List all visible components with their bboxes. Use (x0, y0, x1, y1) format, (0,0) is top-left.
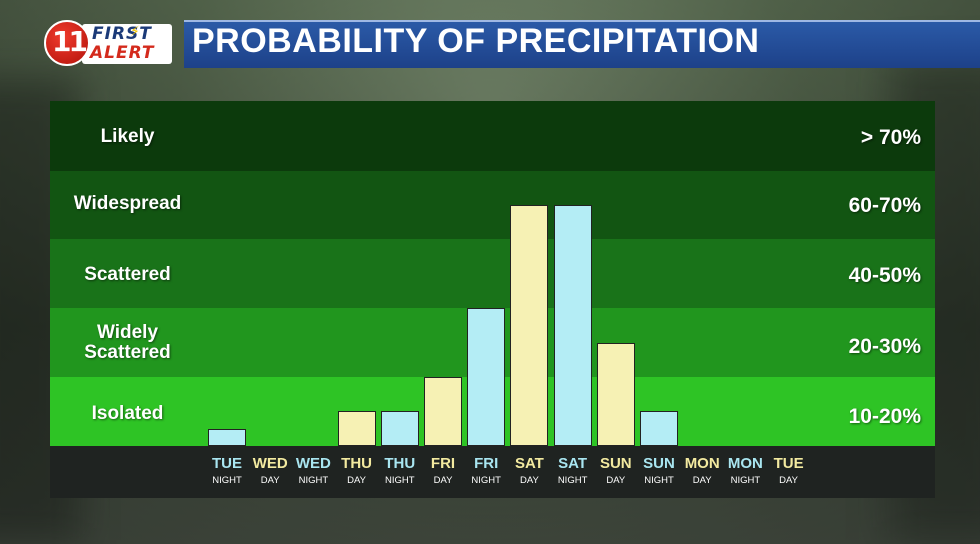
page-title: PROBABILITY OF PRECIPITATION (192, 22, 760, 60)
logo-circle (44, 20, 90, 66)
x-tick-sublabel: DAY (260, 475, 280, 486)
band-label-line-1: Widely (96, 322, 159, 343)
x-tick-label: SAT (558, 455, 588, 472)
station-logo: 11 FIRST ALERT ⚡ (44, 18, 174, 70)
title-bar (184, 20, 980, 68)
x-tick-label: MON (684, 455, 720, 472)
band-label-widely-scattered: Widely Scattered (50, 323, 205, 363)
band-range-isolated: 10-20% (848, 405, 921, 428)
band-label-likely: Likely (100, 126, 155, 147)
bar-sun-night (640, 411, 678, 446)
x-tick-sublabel: NIGHT (730, 475, 761, 486)
band-range-scattered: 40-50% (848, 264, 921, 287)
x-tick-label: THU (341, 455, 372, 472)
x-tick-label: SAT (514, 455, 544, 472)
band-range-widespread: 60-70% (848, 194, 921, 217)
x-tick-sublabel: NIGHT (298, 475, 329, 486)
band-label-scattered: Scattered (84, 264, 171, 285)
x-tick-sublabel: NIGHT (385, 475, 415, 486)
x-tick-label: MON (727, 455, 763, 472)
x-tick-sublabel: DAY (779, 475, 799, 486)
band-label-widespread: Widespread (73, 193, 182, 214)
band-scattered: Scattered 40-50% (50, 239, 935, 308)
lightning-icon: ⚡ (130, 24, 140, 40)
band-likely: Likely > 70% (50, 101, 935, 171)
logo-first-text: FIRST (92, 24, 152, 44)
x-tick-label: WED (252, 455, 288, 472)
band-label-isolated: Isolated (91, 403, 164, 424)
x-tick-label: TUE (212, 455, 242, 472)
bar-thu-day (337, 411, 376, 446)
x-tick-sublabel: DAY (606, 475, 626, 486)
x-tick-label: TUE (773, 455, 804, 472)
x-tick-label: SUN (599, 455, 632, 472)
x-tick-sublabel: DAY (692, 475, 712, 486)
bar-sat-night (553, 205, 592, 446)
bar-thu-night (380, 411, 419, 446)
logo-alert-text: ALERT (90, 43, 155, 63)
x-tick-label: FRI (474, 455, 499, 472)
bar-tue-night (208, 428, 246, 446)
x-tick-sublabel: DAY (347, 475, 367, 486)
bar-fri-day (424, 377, 462, 446)
x-tick-sublabel: NIGHT (212, 475, 242, 486)
x-tick-sublabel: DAY (519, 475, 539, 486)
x-tick-sublabel: NIGHT (471, 475, 501, 486)
bar-sat-day (510, 205, 549, 446)
x-tick-sublabel: NIGHT (557, 475, 588, 486)
band-range-likely: > 70% (860, 126, 921, 149)
logo-badge (82, 24, 172, 64)
precip-chart: Likely > 70% Widespread 60-70% Scattered… (50, 101, 935, 498)
band-label-line-2: Scattered (84, 342, 171, 363)
band-widespread: Widespread 60-70% (50, 171, 935, 239)
x-tick-label: FRI (430, 455, 456, 472)
band-range-widely-scattered: 20-30% (848, 335, 921, 358)
x-axis-strip (50, 446, 935, 498)
bar-sun-day (596, 342, 635, 446)
x-tick-sublabel: DAY (433, 475, 453, 486)
bar-fri-night (467, 308, 506, 446)
x-tick-label: WED (295, 455, 331, 472)
x-tick-label: THU (384, 455, 416, 472)
x-tick-label: SUN (643, 455, 675, 472)
x-tick-sublabel: NIGHT (644, 475, 674, 486)
logo-number: 11 (52, 25, 88, 58)
